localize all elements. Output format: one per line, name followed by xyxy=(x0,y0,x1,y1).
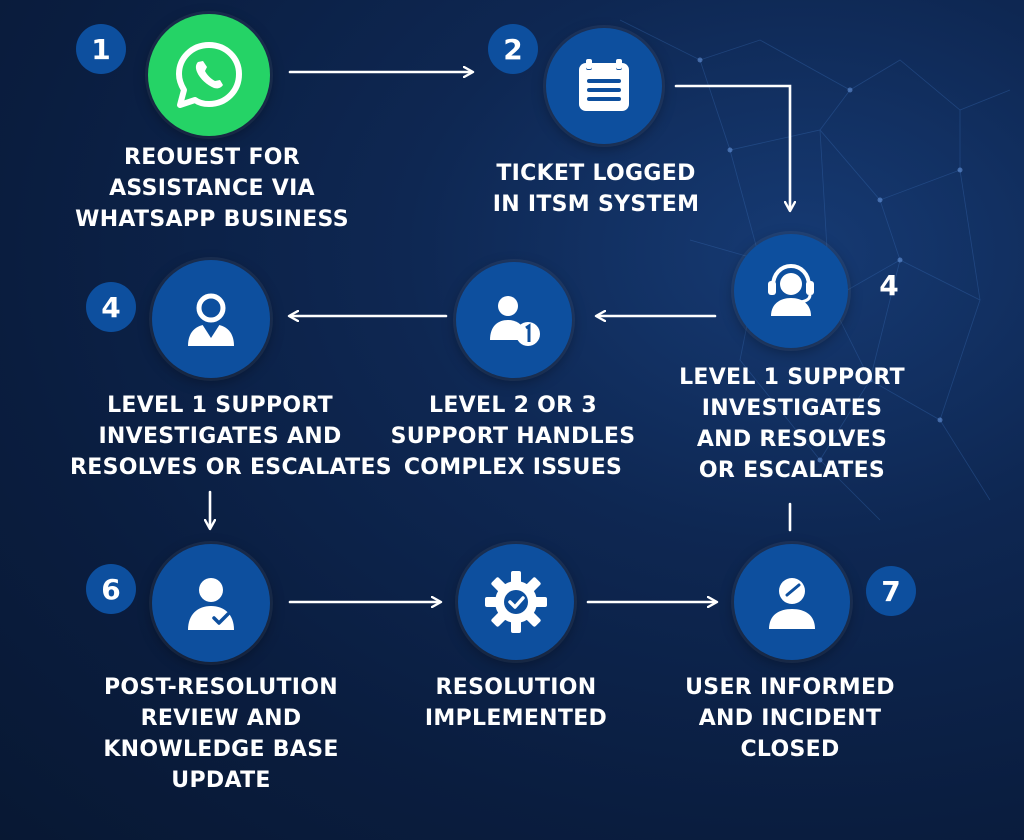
step-label: USER INFORMED AND INCIDENT CLOSED xyxy=(685,675,895,762)
step-label: LEVEL 1 SUPPORT INVESTIGATES AND RESOLVES O… xyxy=(679,365,905,483)
step-label: LEVEL 1 SUPPORT INVESTIGATES AND RESOLVES … xyxy=(70,393,392,480)
step-label: RESOLUTION IMPLEMENTED xyxy=(424,675,608,731)
user-closed-icon xyxy=(734,544,850,660)
step-label: REOUEST FOR ASSISTANCE VIA WHATSAPP BUSINE… xyxy=(75,145,349,232)
user-check-icon xyxy=(152,544,270,662)
headset-agent-icon xyxy=(734,234,848,348)
gear-check-icon xyxy=(458,544,574,660)
step-label: POST-RESOLUTION REVIEW AND KNOWLEDGE BASE U… xyxy=(103,675,339,793)
user-number-one-icon xyxy=(456,262,572,378)
step-number-badge: 2 xyxy=(488,24,538,74)
step-label: TICKET LOGGED IN ITSM SYSTEM xyxy=(492,161,700,217)
whatsapp-icon xyxy=(148,14,270,136)
step-number-badge: 7 xyxy=(866,566,916,616)
step-number-badge: 1 xyxy=(76,24,126,74)
step-number-badge: 4 xyxy=(879,268,899,302)
user-icon xyxy=(152,260,270,378)
step-label: LEVEL 2 OR 3 SUPPORT HANDLES COMPLEX ISSUE… xyxy=(390,393,636,480)
step-number-badge: 6 xyxy=(86,564,136,614)
step-number-badge: 4 xyxy=(86,282,136,332)
calendar-list-icon xyxy=(546,28,662,144)
